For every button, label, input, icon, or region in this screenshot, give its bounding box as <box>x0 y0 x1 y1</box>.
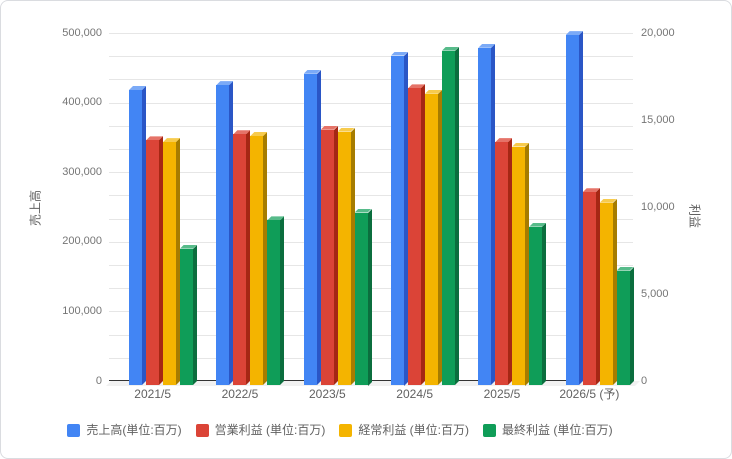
bar-side-face <box>280 216 285 385</box>
y-axis-label-right: 5,000 <box>641 287 669 300</box>
bar-20235-series3[interactable] <box>337 131 351 385</box>
bar-20255-series3[interactable] <box>512 146 526 385</box>
bar-side-face <box>542 222 547 385</box>
bar-20255-series4[interactable] <box>529 226 543 385</box>
legend-swatch-icon <box>195 423 209 437</box>
bar-top-face <box>442 47 459 51</box>
bar-top-face <box>617 267 634 271</box>
y-axis-label-right: 0 <box>641 374 648 387</box>
bar-top-face <box>250 132 267 136</box>
bar-20245-series4[interactable] <box>442 50 455 385</box>
bar-top-face <box>321 126 338 130</box>
bar-top-face <box>267 216 284 220</box>
y-axis-label-left: 300,000 <box>62 165 102 178</box>
y-axis-label-left: 500,000 <box>62 26 102 39</box>
legend-item-series2: 営業利益 (単位:百万) <box>195 423 326 437</box>
bar-20265-series4[interactable] <box>616 270 630 385</box>
gridline <box>109 195 633 197</box>
gridline <box>109 149 633 150</box>
legend-swatch-icon <box>67 423 81 437</box>
bar-top-face <box>512 143 529 147</box>
x-axis-label: 2024/5 <box>396 387 433 401</box>
y-axis-label-left: 100,000 <box>62 304 102 317</box>
legend-swatch-icon <box>483 423 496 437</box>
bar-20235-series2[interactable] <box>320 129 334 385</box>
legend: 売上高(単位:百万) 営業利益 (単位:百万) 経常利益 (単位:百万) 最終利益 (… <box>1 421 679 439</box>
bar-top-face <box>408 84 425 88</box>
bar-top-face <box>425 90 442 94</box>
chart-floor <box>106 381 640 386</box>
bar-20225-series3[interactable] <box>250 136 264 385</box>
bar-top-face <box>355 209 372 213</box>
bar-20255-series1[interactable] <box>478 47 492 385</box>
bar-top-face <box>304 70 321 74</box>
bar-top-face <box>600 199 617 203</box>
y-axis-label-left: 0 <box>95 374 102 387</box>
bar-top-face <box>391 52 408 56</box>
x-axis-label: 2025/5 <box>483 387 521 401</box>
bar-top-face <box>129 86 146 90</box>
x-axis-label: 2021/5 <box>134 387 171 401</box>
x-axis-label: 2022/5 <box>221 387 259 401</box>
bar-top-face <box>180 245 197 249</box>
y-axis-label-right: 15,000 <box>641 113 675 126</box>
legend-label: 最終利益 (単位:百万) <box>502 423 613 437</box>
bar-20215-series3[interactable] <box>163 142 176 385</box>
gridline <box>109 172 633 174</box>
bar-20265-series1[interactable] <box>565 35 579 385</box>
legend-label: 売上高(単位:百万) <box>86 423 182 437</box>
bar-top-face <box>146 136 163 140</box>
legend-swatch-icon <box>339 423 353 437</box>
bar-side-face <box>193 244 197 385</box>
bar-top-face <box>583 188 600 192</box>
bar-20225-series2[interactable] <box>233 134 247 385</box>
x-axis-label: 2026/5 (予) <box>559 387 620 401</box>
gridline <box>109 79 633 81</box>
bar-20265-series2[interactable] <box>582 192 596 385</box>
bar-top-face <box>233 130 250 134</box>
y-axis-label-right: 20,000 <box>641 26 675 39</box>
bar-20235-series1[interactable] <box>303 73 317 385</box>
gridline <box>109 33 633 34</box>
bar-top-face <box>529 223 546 227</box>
bar-side-face <box>455 46 459 385</box>
legend-item-series3: 経常利益 (単位:百万) <box>339 423 469 437</box>
bar-20245-series3[interactable] <box>425 93 438 385</box>
bar-top-face <box>338 128 355 132</box>
bar-20225-series1[interactable] <box>216 85 230 385</box>
bar-top-face <box>495 138 512 142</box>
y-axis-label-right: 10,000 <box>641 200 675 213</box>
legend-label: 経常利益 (単位:百万) <box>358 423 469 437</box>
bar-20225-series4[interactable] <box>267 220 281 385</box>
bar-20245-series1[interactable] <box>391 55 404 385</box>
bar-side-face <box>367 208 372 385</box>
bar-20255-series2[interactable] <box>495 142 509 385</box>
bar-top-face <box>163 138 180 142</box>
gridline <box>109 56 633 58</box>
y-axis-title-right: 利益 <box>687 203 702 229</box>
y-axis-label-left: 400,000 <box>62 96 102 109</box>
bar-side-face <box>629 266 634 385</box>
bar-20235-series4[interactable] <box>354 212 368 385</box>
legend-item-series4: 最終利益 (単位:百万) <box>483 423 613 437</box>
bar-20245-series2[interactable] <box>408 88 421 385</box>
bar-top-face <box>478 44 495 48</box>
x-axis-label: 2023/5 <box>308 387 346 401</box>
bar-20215-series2[interactable] <box>146 140 159 385</box>
legend-label: 営業利益 (単位:百万) <box>214 423 326 437</box>
gridline <box>109 102 633 104</box>
bar-top-face <box>216 81 233 85</box>
legend-item-series1: 売上高(単位:百万) <box>67 423 182 437</box>
bar-top-face <box>566 31 583 35</box>
y-axis-title-left: 売上高 <box>28 189 43 227</box>
gridline <box>109 125 633 127</box>
y-axis-label-left: 200,000 <box>62 235 102 248</box>
bar-20215-series1[interactable] <box>129 90 142 385</box>
bar-20265-series3[interactable] <box>599 202 613 385</box>
bar-20215-series4[interactable] <box>180 248 193 385</box>
